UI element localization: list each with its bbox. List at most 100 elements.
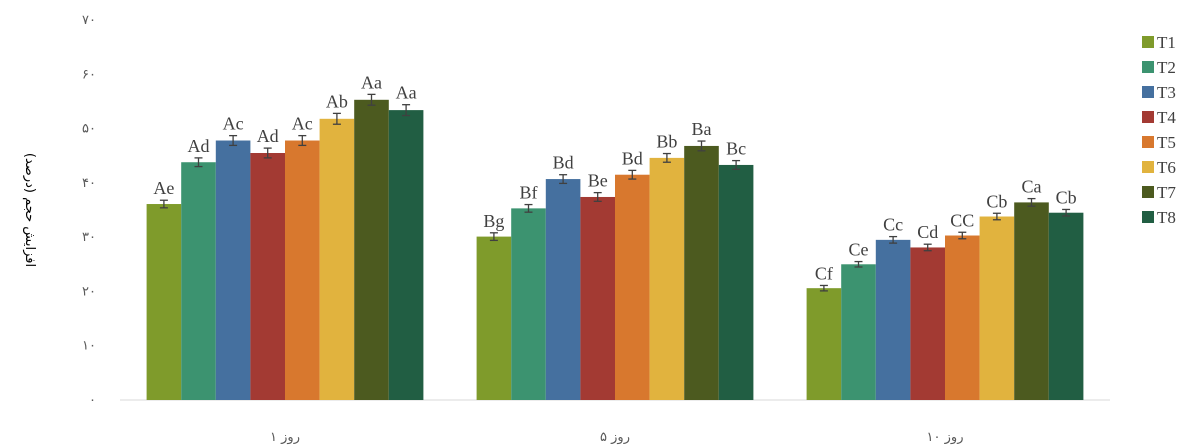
bar-t2 bbox=[511, 208, 546, 400]
legend-item-t8: T8 bbox=[1142, 208, 1176, 227]
legend-item-t2: T2 bbox=[1142, 58, 1176, 77]
y-tick-label: ۶۰ bbox=[82, 67, 96, 82]
data-label: Aa bbox=[361, 72, 382, 92]
data-label: Aa bbox=[396, 83, 417, 103]
x-category-label: روز ۱۰ bbox=[927, 430, 964, 445]
error-bar bbox=[628, 169, 637, 180]
bar-t5 bbox=[615, 174, 650, 400]
bar-t4 bbox=[250, 153, 285, 400]
bar-t1 bbox=[146, 204, 182, 400]
data-label: Ce bbox=[849, 240, 869, 260]
error-bar bbox=[194, 157, 203, 168]
bar-t8 bbox=[1048, 212, 1084, 400]
bar-t6 bbox=[649, 157, 685, 400]
legend: T1 T2 T3 T4 T5 T6 T7 T8 bbox=[1142, 33, 1176, 227]
error-bar bbox=[697, 140, 706, 152]
data-label: CC bbox=[950, 210, 974, 230]
bar-t5 bbox=[285, 140, 320, 400]
legend-item-t6: T6 bbox=[1142, 158, 1176, 177]
legend-label: T6 bbox=[1157, 158, 1176, 177]
data-label: Ac bbox=[223, 114, 244, 134]
error-bar bbox=[298, 134, 307, 147]
legend-item-t7: T7 bbox=[1142, 183, 1176, 202]
bar-t6 bbox=[319, 118, 355, 401]
data-label: Ca bbox=[1022, 177, 1042, 197]
error-bar bbox=[489, 232, 498, 242]
data-label: Ba bbox=[692, 119, 712, 139]
data-label: Ab bbox=[326, 91, 348, 111]
bar-t2 bbox=[181, 162, 216, 400]
bar-t3 bbox=[875, 239, 911, 400]
bar-t3 bbox=[545, 179, 581, 400]
data-label: Be bbox=[588, 171, 608, 191]
error-bar bbox=[1027, 197, 1036, 207]
data-label: Bd bbox=[553, 153, 574, 173]
bar-t8 bbox=[718, 164, 754, 400]
error-bar bbox=[402, 104, 411, 117]
legend-label: T1 bbox=[1157, 33, 1176, 52]
error-bar bbox=[662, 152, 671, 163]
y-tick-label: ۷۰ bbox=[82, 13, 96, 28]
error-bar bbox=[992, 212, 1001, 221]
error-bar bbox=[332, 112, 341, 125]
bar-t7 bbox=[684, 145, 719, 400]
error-bar bbox=[263, 147, 272, 159]
legend-swatch bbox=[1142, 111, 1154, 123]
error-bar bbox=[524, 203, 533, 213]
legend-label: T4 bbox=[1157, 108, 1176, 127]
y-tick-label: ۳۰ bbox=[82, 230, 96, 245]
legend-swatch bbox=[1142, 36, 1154, 48]
y-tick-label: ۴۰ bbox=[82, 176, 96, 191]
error-bar bbox=[229, 134, 238, 147]
error-bar bbox=[159, 199, 168, 209]
error-bar bbox=[367, 93, 376, 106]
data-label: Cb bbox=[1056, 187, 1077, 207]
legend-label: T7 bbox=[1157, 183, 1176, 202]
bars: Ae Ad Ac Ad Ac Ab Aa Aa Bg Bf Bd Be Bd Bb Ba Bc Cf Ce Cc Cd… bbox=[146, 72, 1084, 401]
legend-item-t5: T5 bbox=[1142, 133, 1176, 152]
data-label: Cb bbox=[986, 191, 1007, 211]
data-label: Bc bbox=[726, 139, 746, 159]
error-bar bbox=[593, 191, 602, 202]
data-label: Bb bbox=[656, 132, 677, 152]
data-label: Bg bbox=[483, 211, 504, 231]
data-label: Cf bbox=[815, 263, 833, 283]
bar-t5 bbox=[945, 235, 980, 400]
bar-t4 bbox=[910, 247, 945, 400]
y-tick-label: ۲۰ bbox=[82, 284, 96, 299]
error-bar bbox=[819, 284, 828, 292]
bar-t7 bbox=[354, 99, 389, 401]
error-bar bbox=[889, 235, 898, 244]
legend-item-t4: T4 bbox=[1142, 108, 1176, 127]
data-label: Bf bbox=[520, 183, 538, 203]
data-label: Ad bbox=[257, 126, 279, 146]
legend-item-t3: T3 bbox=[1142, 83, 1176, 102]
y-tick-label: ۰ bbox=[89, 393, 96, 408]
y-tick-label: ۱۰ bbox=[82, 339, 96, 354]
bar-t2 bbox=[841, 264, 876, 400]
bar-t3 bbox=[215, 140, 251, 400]
bar-t6 bbox=[979, 216, 1015, 400]
legend-label: T5 bbox=[1157, 133, 1176, 152]
legend-label: T8 bbox=[1157, 208, 1176, 227]
legend-label: T3 bbox=[1157, 83, 1176, 102]
data-label: Bd bbox=[622, 148, 643, 168]
y-tick-label: ۵۰ bbox=[82, 122, 96, 137]
error-bar bbox=[559, 174, 568, 185]
data-label: Cd bbox=[917, 222, 938, 242]
y-axis-label: افزایش حجم (درصد) bbox=[22, 153, 37, 267]
legend-label: T2 bbox=[1157, 58, 1176, 77]
data-label: Ac bbox=[292, 114, 313, 134]
error-bar bbox=[923, 243, 932, 252]
legend-item-t1: T1 bbox=[1142, 33, 1176, 52]
bar-t1 bbox=[476, 236, 512, 400]
bar-t7 bbox=[1014, 202, 1049, 400]
data-label: Cc bbox=[883, 215, 903, 235]
bar-t8 bbox=[388, 110, 424, 400]
legend-swatch bbox=[1142, 61, 1154, 73]
bar-t1 bbox=[806, 288, 842, 400]
error-bar bbox=[958, 231, 967, 240]
legend-swatch bbox=[1142, 161, 1154, 173]
legend-swatch bbox=[1142, 86, 1154, 98]
